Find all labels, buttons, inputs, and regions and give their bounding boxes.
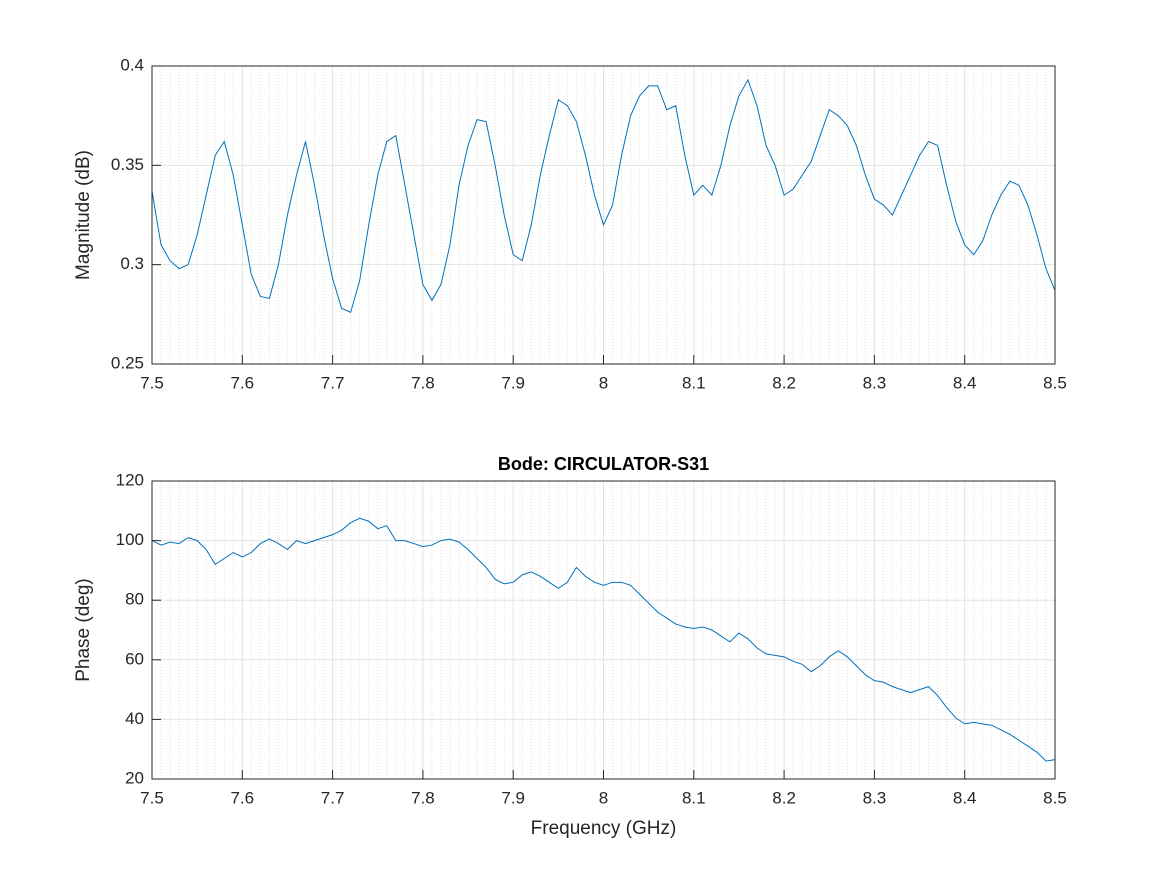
axes: 7.5 7.6 7.7 7.8 7.9 8 8.1 8.2 8.3 8.4 8.5 0.25 0.3 0.… (73, 55, 1067, 392)
y-tick-label: 120 (116, 470, 144, 489)
y-tick-label: 80 (125, 590, 144, 609)
x-tick-label: 8 (599, 373, 608, 392)
x-tick-label: 8.4 (953, 373, 977, 392)
axes-box (151, 65, 1056, 365)
x-tick-label: 8.3 (863, 788, 887, 807)
x-tick-label: 7.6 (230, 373, 254, 392)
x-tick-label: 7.5 (140, 373, 164, 392)
y-tick-label: 0.3 (120, 254, 144, 273)
x-tick-label: 7.8 (411, 373, 435, 392)
x-tick-label: 7.9 (501, 788, 525, 807)
x-tick-label: 8.5 (1043, 788, 1067, 807)
y-tick-label: 0.4 (120, 55, 144, 74)
x-tick-label: 8.4 (953, 788, 977, 807)
y-tick-label: 0.35 (111, 155, 144, 174)
data-line (151, 517, 1056, 762)
y-tick-label: 20 (125, 768, 144, 787)
x-tick-label: 8.2 (772, 788, 796, 807)
axes: 7.5 7.6 7.7 7.8 7.9 8 8.1 8.2 8.3 8.4 8.5 20 40 60 80 1… (73, 454, 1067, 839)
y-tick-label: 60 (125, 649, 144, 668)
y-axis-label: Phase (deg) (73, 578, 94, 682)
data-line (151, 78, 1056, 314)
x-tick-label: 7.6 (230, 788, 254, 807)
x-tick-label: 8.2 (772, 373, 796, 392)
x-tick-label: 8.3 (863, 373, 887, 392)
x-tick-label: 7.7 (321, 373, 345, 392)
x-tick-label: 8 (599, 788, 608, 807)
x-axis-label: Frequency (GHz) (531, 818, 677, 839)
x-tick-label: 7.5 (140, 788, 164, 807)
axes-box (151, 480, 1056, 780)
y-tick-label: 40 (125, 709, 144, 728)
chart-title: Bode: CIRCULATOR-S31 (498, 454, 709, 474)
x-tick-label: 8.1 (682, 373, 706, 392)
x-tick-label: 7.7 (321, 788, 345, 807)
x-tick-label: 8.5 (1043, 373, 1067, 392)
x-tick-label: 7.9 (501, 373, 525, 392)
y-tick-label: 0.25 (111, 353, 144, 372)
x-tick-label: 8.1 (682, 788, 706, 807)
y-tick-label: 100 (116, 530, 144, 549)
y-axis-label: Magnitude (dB) (73, 150, 94, 280)
x-tick-label: 7.8 (411, 788, 435, 807)
